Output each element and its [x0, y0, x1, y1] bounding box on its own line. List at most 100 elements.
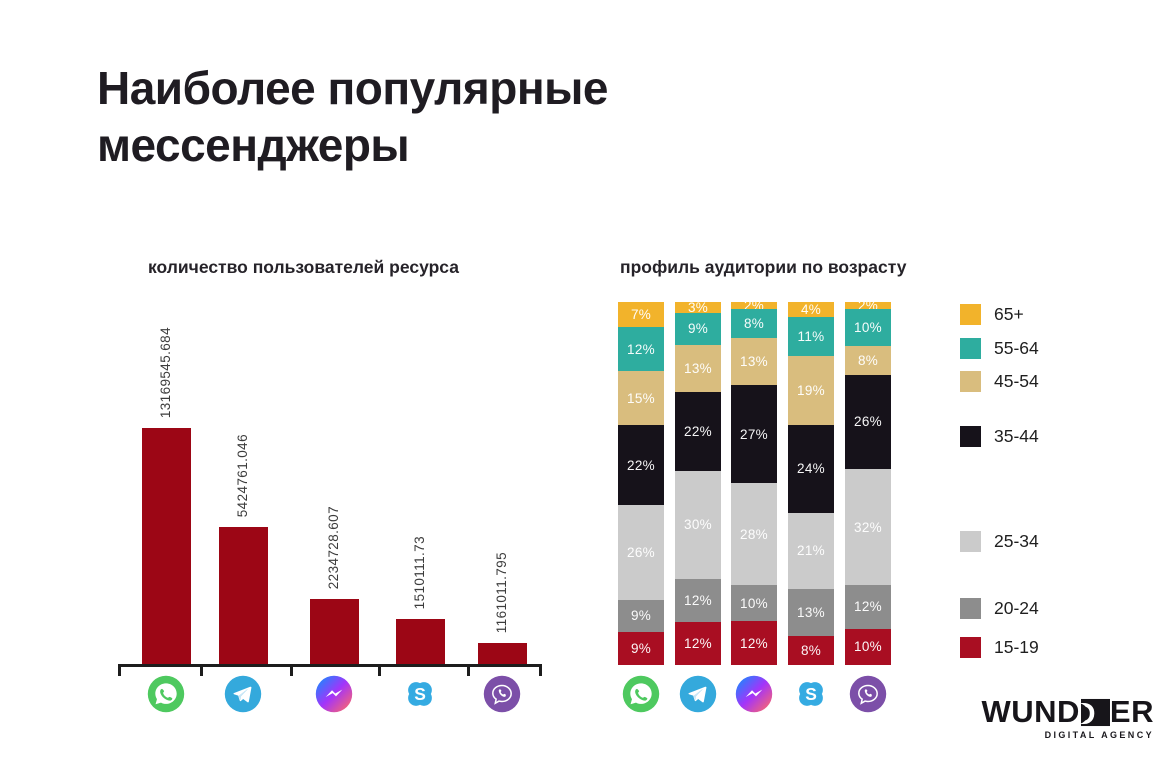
legend-swatch-25-34 [960, 530, 981, 552]
segment-55-64: 11% [788, 316, 834, 357]
segment-value-label: 22% [684, 423, 712, 439]
segment-45-54: 19% [788, 356, 834, 426]
legend-item-45-54: 45-54 [960, 370, 1039, 392]
segment-35-44: 26% [845, 374, 891, 469]
users-bar-chart: 13169545.684 5424761.046 2234728.607 151011… [142, 327, 527, 665]
bar-viber [478, 643, 527, 665]
legend-swatch-20-24 [960, 597, 981, 619]
segment-value-label: 10% [854, 319, 882, 335]
segment-value-label: 8% [743, 316, 765, 332]
segment-value-label: 28% [740, 526, 768, 542]
segment-value-label: 12% [854, 599, 882, 615]
legend-label-45-54: 45-54 [994, 370, 1039, 391]
wunder-logo: WUN D D D ER DIGITAL AGENCY [980, 694, 1154, 740]
segment-15-19: 10% [845, 628, 891, 665]
segment-value-label: 27% [740, 426, 768, 442]
segment-value-label: 15% [627, 390, 655, 406]
segment-20-24: 13% [788, 588, 834, 636]
svg-text:D: D [1081, 698, 1089, 727]
segment-value-label: 24% [797, 461, 825, 477]
segment-value-label: 13% [740, 354, 768, 370]
stacked-bar-messenger: 2% 8% 13% 27% 28% 10% 12% [731, 298, 777, 665]
segment-35-44: 27% [731, 385, 777, 484]
legend-label-35-44: 35-44 [994, 425, 1039, 446]
segment-15-19: 12% [675, 621, 721, 665]
bar-value-label: 1510111.73 [411, 535, 427, 609]
segment-45-54: 13% [675, 345, 721, 392]
segment-25-34: 28% [731, 483, 777, 586]
legend-item-35-44: 35-44 [960, 425, 1039, 447]
logo-letters-wun: WUN [981, 694, 1058, 729]
segment-value-label: 4% [800, 301, 822, 317]
legend-label-25-34: 25-34 [994, 530, 1039, 551]
wunder-logo-wordmark: WUN D D D ER [980, 694, 1154, 729]
segment-value-label: 8% [800, 642, 822, 658]
x-axis-line [118, 664, 542, 667]
legend-swatch-35-44 [960, 425, 981, 447]
whatsapp-icon [147, 675, 185, 713]
svg-text:S: S [805, 684, 817, 704]
segment-25-34: 30% [675, 470, 721, 579]
bar-messenger [310, 599, 359, 665]
segment-45-54: 13% [731, 338, 777, 386]
svg-text:S: S [414, 684, 426, 704]
legend-item-25-34: 25-34 [960, 530, 1039, 552]
segment-value-label: 9% [630, 641, 652, 657]
segment-value-label: 30% [684, 517, 712, 533]
legend-swatch-55-64 [960, 337, 981, 359]
segment-20-24: 12% [845, 585, 891, 629]
segment-15-19: 12% [731, 621, 777, 665]
segment-20-24: 10% [731, 585, 777, 622]
x-axis-tick [378, 664, 381, 676]
segment-value-label: 12% [684, 635, 712, 651]
segment-25-34: 21% [788, 512, 834, 589]
logo-double-d-icon: D D [1080, 698, 1110, 727]
segment-value-label: 10% [854, 639, 882, 655]
legend-label-20-24: 20-24 [994, 597, 1039, 618]
segment-65+: 2% [845, 298, 891, 313]
segment-value-label: 26% [627, 544, 655, 560]
segment-55-64: 12% [618, 327, 664, 371]
viber-icon [849, 675, 887, 713]
skype-icon: S [792, 675, 830, 713]
bar-value-label: 2234728.607 [325, 505, 341, 589]
segment-45-54: 8% [845, 345, 891, 375]
segment-55-64: 10% [845, 309, 891, 346]
segment-25-34: 32% [845, 468, 891, 586]
segment-35-44: 22% [675, 391, 721, 471]
legend-label-55-64: 55-64 [994, 337, 1039, 358]
segment-45-54: 15% [618, 370, 664, 426]
segment-value-label: 26% [854, 414, 882, 430]
logo-tagline: DIGITAL AGENCY [1044, 730, 1154, 740]
legend-item-55-64: 55-64 [960, 337, 1039, 359]
segment-value-label: 21% [797, 543, 825, 559]
segment-25-34: 26% [618, 505, 664, 600]
messenger-icon [735, 675, 773, 713]
segment-55-64: 8% [731, 309, 777, 339]
segment-value-label: 7% [630, 307, 652, 323]
segment-15-19: 9% [618, 632, 664, 665]
segment-value-label: 12% [740, 635, 768, 651]
legend-swatch-15-19 [960, 636, 981, 658]
segment-value-label: 12% [684, 592, 712, 608]
x-axis-tick [290, 664, 293, 676]
logo-letters-er: ER [1109, 694, 1154, 729]
legend-label-15-19: 15-19 [994, 636, 1039, 657]
segment-65+: 4% [788, 302, 834, 317]
svg-text:D: D [1081, 698, 1096, 727]
users-chart-title: количество пользователей ресурса [148, 257, 459, 277]
telegram-icon [224, 675, 262, 713]
segment-20-24: 12% [675, 578, 721, 622]
bar-value-label: 1161011.795 [493, 551, 509, 633]
legend-swatch-65+ [960, 303, 981, 325]
segment-value-label: 11% [797, 328, 825, 344]
telegram-icon [679, 675, 717, 713]
bar-whatsapp [142, 428, 191, 665]
segment-value-label: 22% [627, 457, 655, 473]
skype-icon: S [401, 675, 439, 713]
age-chart-title: профиль аудитории по возрасту [620, 257, 907, 277]
bar-skype [396, 619, 445, 665]
bar-telegram [219, 527, 268, 665]
stacked-bar-telegram: 3% 9% 13% 22% 30% 12% 12% [675, 300, 721, 665]
